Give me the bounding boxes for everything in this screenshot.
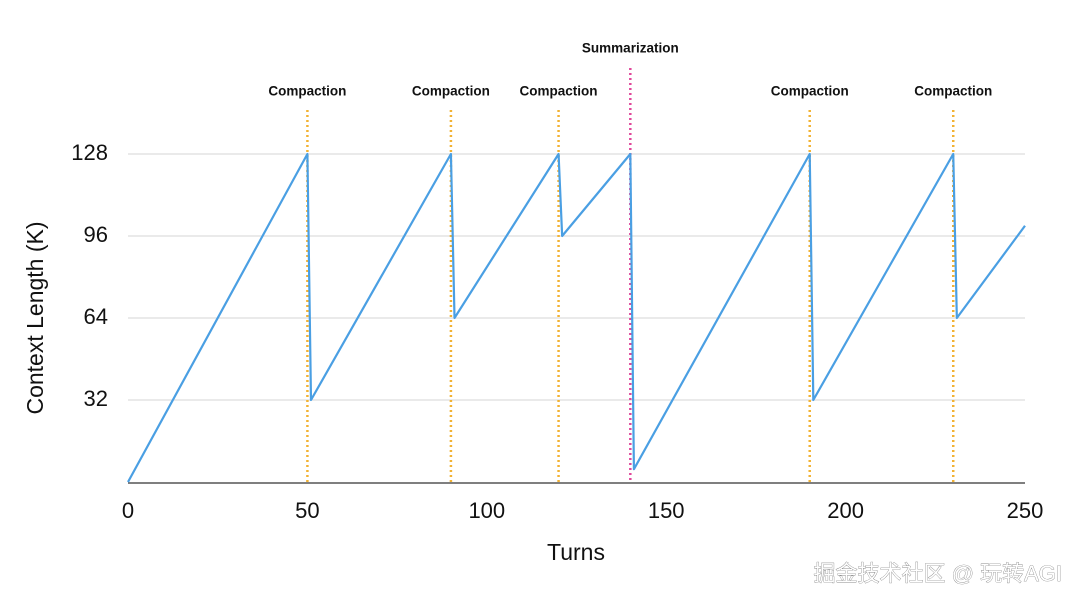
x-tick-label: 0 xyxy=(122,498,134,523)
x-tick-label: 150 xyxy=(648,498,685,523)
compactions-label: Compaction xyxy=(520,84,598,99)
y-tick-label: 96 xyxy=(84,222,108,247)
compactions-label: Compaction xyxy=(914,84,992,99)
x-tick-label: 100 xyxy=(468,498,505,523)
watermark: 掘金技术社区 @ 玩转AGI xyxy=(814,561,1062,586)
x-tick-label: 50 xyxy=(295,498,319,523)
compactions-label: Compaction xyxy=(771,84,849,99)
x-tick-label: 250 xyxy=(1007,498,1044,523)
summarizations-label: Summarization xyxy=(582,41,679,56)
data-line xyxy=(127,152,1026,483)
y-tick-label: 64 xyxy=(84,304,108,329)
y-axis-title: Context Length (K) xyxy=(22,221,48,414)
y-tick-label: 32 xyxy=(84,386,108,411)
compactions-label: Compaction xyxy=(412,84,490,99)
compactions-label: Compaction xyxy=(268,84,346,99)
x-axis-title: Turns xyxy=(547,539,605,565)
y-tick-label: 128 xyxy=(71,140,108,165)
x-tick-label: 200 xyxy=(827,498,864,523)
